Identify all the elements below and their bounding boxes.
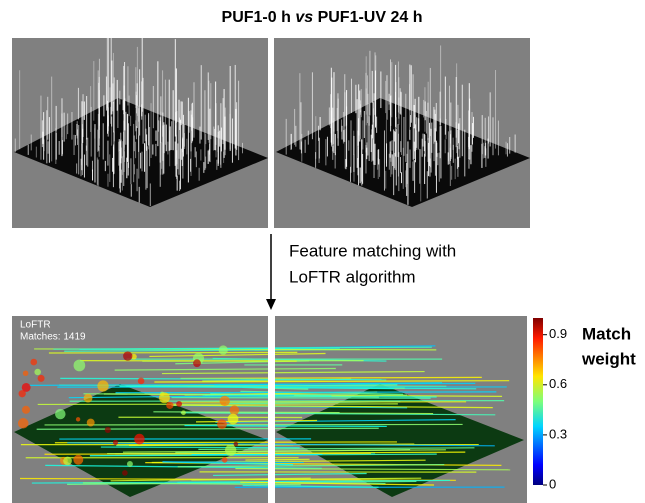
match-point	[113, 440, 118, 445]
match-line	[45, 424, 463, 425]
match-point	[181, 410, 186, 415]
match-point	[76, 417, 80, 421]
arrow-head	[266, 299, 276, 310]
match-point	[63, 457, 72, 466]
match-line	[163, 462, 304, 463]
colorbar	[533, 318, 543, 485]
match-point	[193, 359, 201, 367]
match-point	[74, 360, 86, 372]
match-point	[97, 380, 108, 391]
panel-divider	[268, 316, 275, 503]
match-point	[222, 457, 228, 463]
match-point	[138, 378, 145, 385]
colorbar-tick-label: 0.3	[549, 426, 567, 441]
match-point	[19, 390, 26, 397]
colorbar-label: Match	[582, 324, 631, 343]
match-point	[217, 419, 227, 429]
match-point	[84, 394, 93, 403]
match-point	[230, 405, 240, 415]
match-point	[105, 427, 111, 433]
overlay-label: Matches: 1419	[20, 332, 86, 343]
match-point	[228, 414, 239, 425]
overlay-label: LoFTR	[20, 320, 51, 331]
match-line	[70, 401, 505, 402]
match-point	[123, 351, 132, 360]
match-point	[122, 470, 128, 476]
colorbar-label: weight	[581, 349, 636, 368]
colorbar-tick-label: 0	[549, 476, 556, 491]
title-italic: vs	[295, 9, 313, 26]
figure: PUF1-0 h vs PUF1-UV 24 h Feature matchin…	[0, 0, 645, 503]
match-point	[73, 455, 83, 465]
colorbar-tick-label: 0.9	[549, 326, 567, 341]
match-line	[171, 398, 430, 399]
match-point	[159, 392, 170, 403]
match-point	[87, 419, 95, 427]
match-point	[34, 369, 41, 376]
title-right: PUF1-UV 24 h	[318, 9, 423, 26]
colorbar-tick-label: 0.6	[549, 376, 567, 391]
title-left: PUF1-0 h	[222, 9, 291, 26]
match-point	[55, 409, 65, 419]
figure-canvas: PUF1-0 h vs PUF1-UV 24 h Feature matchin…	[0, 0, 645, 503]
match-point	[225, 445, 236, 456]
match-line	[49, 352, 297, 353]
figure-title: PUF1-0 h vs PUF1-UV 24 h	[222, 9, 423, 26]
match-point	[30, 359, 37, 366]
caption-line: Feature matching with	[289, 241, 456, 260]
match-point	[219, 345, 228, 354]
match-point	[166, 402, 173, 409]
match-point	[134, 434, 145, 445]
match-line	[245, 459, 309, 460]
match-point	[234, 442, 239, 447]
match-line	[38, 404, 398, 405]
match-point	[127, 461, 133, 467]
colorbar-ticks: 0 0.3 0.6 0.9	[543, 326, 567, 491]
match-point	[18, 418, 29, 429]
match-point	[176, 401, 182, 407]
match-point	[38, 375, 45, 382]
match-point	[220, 396, 230, 406]
match-point	[22, 406, 30, 414]
match-point	[23, 370, 29, 376]
caption-line: LoFTR algorithm	[289, 267, 416, 286]
